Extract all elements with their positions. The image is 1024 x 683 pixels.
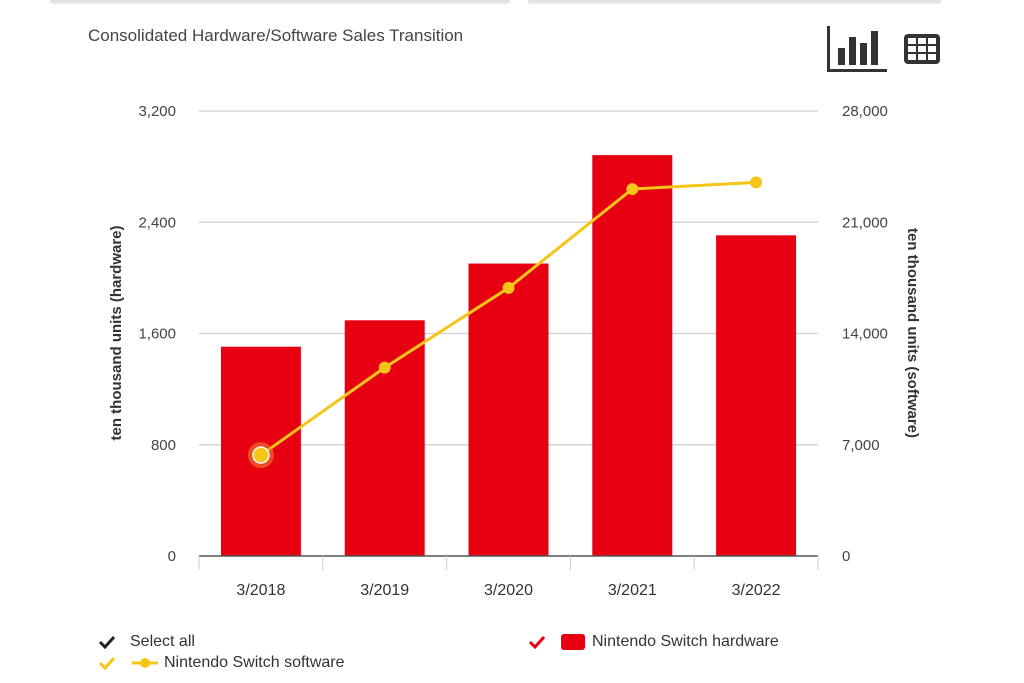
left-axis-tick-label: 800 xyxy=(151,437,176,454)
left-axis-tick-label: 2,400 xyxy=(138,214,176,231)
point-software xyxy=(750,176,763,189)
legend-select-all-label: Select all xyxy=(130,633,195,650)
top-divider-left xyxy=(50,0,510,3)
right-axis-tick-label: 0 xyxy=(842,548,850,565)
point-software xyxy=(502,281,515,294)
check-icon xyxy=(98,635,116,649)
chart-view-button[interactable] xyxy=(826,26,888,74)
bar-hardware xyxy=(716,235,797,556)
x-axis-tick-label: 3/2019 xyxy=(360,582,409,599)
bar-hardware xyxy=(468,263,549,556)
point-software xyxy=(626,183,639,196)
right-axis-tick-label: 7,000 xyxy=(842,437,880,454)
point-software xyxy=(252,446,270,464)
x-axis-tick-label: 3/2021 xyxy=(608,582,657,599)
right-axis-tick-label: 14,000 xyxy=(842,326,888,343)
right-axis-title: ten thousand units (software) xyxy=(904,228,921,438)
check-icon xyxy=(98,656,116,670)
x-axis-tick-label: 3/2022 xyxy=(732,582,781,599)
left-axis-tick-label: 0 xyxy=(168,548,176,565)
x-axis-tick-label: 3/2020 xyxy=(484,582,533,599)
chart-title: Consolidated Hardware/Software Sales Tra… xyxy=(88,26,464,45)
bar-hardware xyxy=(344,320,425,556)
right-axis-tick-label: 21,000 xyxy=(842,214,888,231)
x-axis-tick-label: 3/2018 xyxy=(236,582,285,599)
point-software xyxy=(378,361,391,374)
legend-select-all[interactable]: Select all xyxy=(98,633,195,651)
line-marker-icon xyxy=(132,658,158,668)
top-divider-right xyxy=(528,0,941,3)
left-axis-title: ten thousand units (hardware) xyxy=(108,225,125,440)
bar-marker-icon xyxy=(561,634,585,650)
bar-hardware xyxy=(592,155,673,556)
legend-item-hardware[interactable]: Nintendo Switch hardware xyxy=(528,633,779,651)
left-axis-tick-label: 3,200 xyxy=(138,103,176,120)
legend-hardware-label: Nintendo Switch hardware xyxy=(592,633,779,650)
right-axis-tick-label: 28,000 xyxy=(842,103,888,120)
legend-item-software[interactable]: Nintendo Switch software xyxy=(98,654,345,672)
left-axis-tick-label: 1,600 xyxy=(138,326,176,343)
table-view-button[interactable] xyxy=(903,33,941,65)
check-icon xyxy=(528,635,546,649)
table-icon xyxy=(904,34,940,64)
bar-chart-icon xyxy=(827,26,887,72)
legend-software-label: Nintendo Switch software xyxy=(164,654,345,671)
